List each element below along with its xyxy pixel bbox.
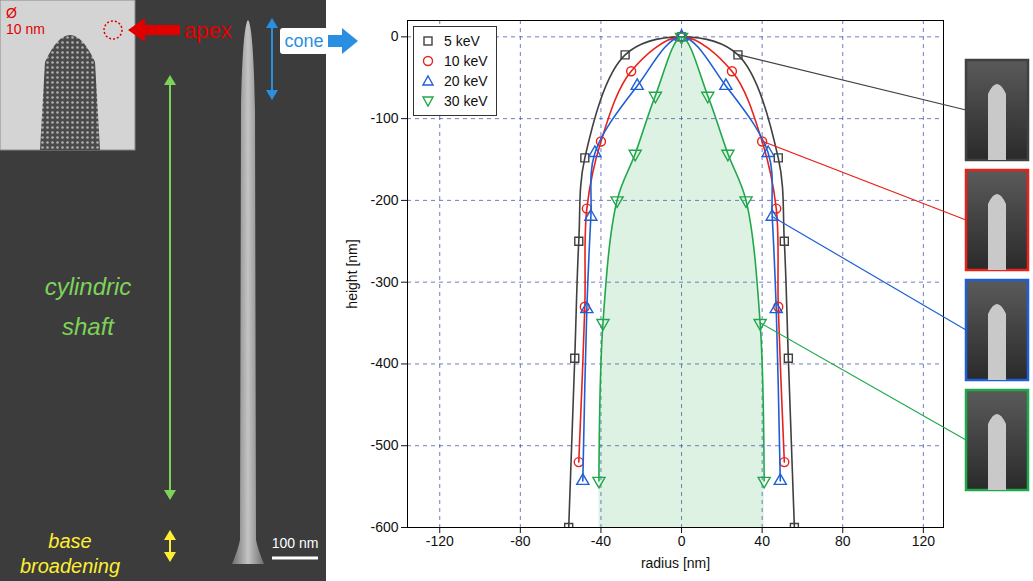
svg-text:apex: apex	[184, 18, 232, 43]
svg-text:shaft: shaft	[62, 313, 115, 340]
svg-text:radius [nm]: radius [nm]	[641, 555, 710, 571]
svg-text:10 nm: 10 nm	[6, 21, 45, 37]
svg-text:-600: -600	[370, 519, 398, 535]
svg-text:120: 120	[912, 533, 936, 549]
svg-text:40: 40	[754, 533, 770, 549]
svg-text:-80: -80	[510, 533, 530, 549]
svg-text:Ø: Ø	[6, 5, 17, 21]
svg-text:-300: -300	[370, 274, 398, 290]
html-text:10 keV: 10 keV	[444, 53, 488, 69]
svg-text:80: 80	[835, 533, 851, 549]
svg-text:-40: -40	[591, 533, 611, 549]
svg-text:height [nm]: height [nm]	[344, 239, 360, 308]
html-text:5 keV: 5 keV	[444, 33, 480, 49]
svg-text:0: 0	[678, 533, 686, 549]
svg-text:100 nm: 100 nm	[272, 535, 319, 551]
svg-text:cone: cone	[284, 31, 323, 51]
svg-text:0: 0	[391, 28, 399, 44]
html-text:30 keV: 30 keV	[444, 93, 488, 109]
svg-text:base: base	[48, 530, 91, 552]
svg-text:-400: -400	[370, 355, 398, 371]
svg-text:-100: -100	[370, 110, 398, 126]
svg-text:cylindric: cylindric	[45, 273, 132, 300]
svg-text:-120: -120	[426, 533, 454, 549]
svg-text:-500: -500	[370, 437, 398, 453]
svg-text:-200: -200	[370, 192, 398, 208]
svg-text:broadening: broadening	[20, 555, 120, 577]
html-text:20 keV: 20 keV	[444, 73, 488, 89]
